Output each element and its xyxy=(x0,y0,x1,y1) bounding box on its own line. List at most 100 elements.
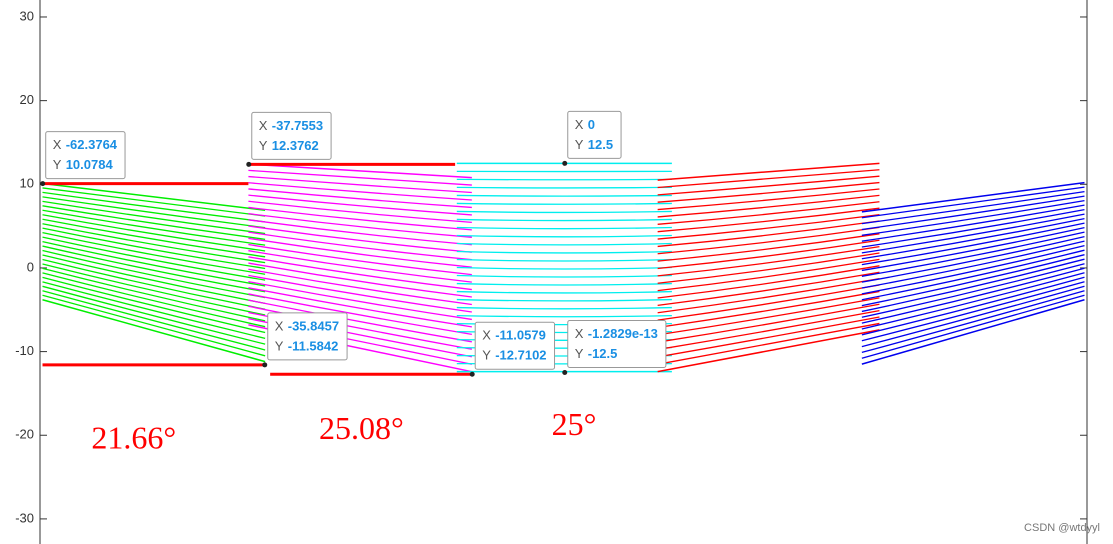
datatip-x-key: X xyxy=(482,328,491,343)
datatip-box xyxy=(251,111,332,160)
band-line xyxy=(657,284,880,321)
band-line xyxy=(657,239,880,270)
datatip-marker xyxy=(40,181,46,187)
band-line xyxy=(657,258,880,292)
band-line xyxy=(42,218,266,258)
band-line xyxy=(248,188,472,209)
band-top-edge xyxy=(861,181,1085,213)
band-line xyxy=(657,265,880,299)
band-line xyxy=(861,218,1085,260)
band-line xyxy=(42,249,266,299)
band-top-edge xyxy=(248,163,472,179)
band-line xyxy=(42,187,266,217)
band-line xyxy=(248,256,472,291)
band-line xyxy=(248,305,472,350)
datatip-y-value: 10.0784 xyxy=(66,157,114,172)
band-line xyxy=(42,254,266,305)
band-line xyxy=(248,237,472,268)
band-line xyxy=(248,225,472,253)
band-line xyxy=(456,314,672,318)
y-tick-label: 10 xyxy=(20,176,34,191)
datatip-x-key: X xyxy=(259,118,268,133)
band-line xyxy=(248,262,472,298)
band-line xyxy=(456,202,672,205)
band-line xyxy=(861,285,1085,348)
band-line xyxy=(248,206,472,231)
datatip: X -1.2829e-13 Y -12.5 xyxy=(567,320,667,369)
datatip-y-value: 12.3762 xyxy=(272,138,319,153)
band-line xyxy=(657,207,880,233)
band-line xyxy=(42,191,266,223)
datatip-marker xyxy=(262,362,268,368)
datatip-box xyxy=(567,320,667,369)
band-line xyxy=(42,281,266,339)
datatip-y-value: 12.5 xyxy=(588,137,613,152)
band-line xyxy=(456,298,672,302)
band-line xyxy=(861,231,1085,277)
band-line xyxy=(248,194,472,216)
band-line xyxy=(456,226,672,230)
band-line xyxy=(861,245,1085,295)
datatip: X 0Y 12.5 xyxy=(567,110,622,159)
band-line xyxy=(861,254,1085,307)
band-line xyxy=(657,233,880,262)
band-line xyxy=(657,194,880,218)
datatip-marker xyxy=(469,371,475,377)
band-line xyxy=(861,272,1085,330)
band-line xyxy=(861,199,1085,236)
band-line xyxy=(657,297,880,336)
band-line xyxy=(248,182,472,201)
angle-annotation: 21.66° xyxy=(91,419,176,455)
band-bottom-edge xyxy=(42,299,266,363)
band-line xyxy=(861,186,1085,219)
datatip-y-value: -12.5 xyxy=(588,346,618,361)
datatip-x-value: 0 xyxy=(588,117,595,132)
band-line xyxy=(42,214,266,252)
band-top-edge xyxy=(42,182,266,211)
band-line xyxy=(456,290,672,294)
angle-annotation: 25.08° xyxy=(319,410,404,446)
y-tick-label: 20 xyxy=(20,92,34,107)
band-line xyxy=(657,175,880,196)
datatip-y-key: Y xyxy=(575,137,584,152)
band-line xyxy=(456,306,672,310)
datatip-y-value: -11.5842 xyxy=(288,338,339,353)
band-line xyxy=(248,169,472,186)
y-tick-label: 30 xyxy=(20,8,34,23)
band-line xyxy=(657,252,880,284)
band-line xyxy=(861,195,1085,231)
band-bottom-edge xyxy=(657,329,880,373)
band-line xyxy=(657,290,880,329)
angle-annotation: 25° xyxy=(552,406,597,442)
band-line xyxy=(861,204,1085,242)
band-line xyxy=(42,245,266,293)
band-line xyxy=(657,213,880,240)
datatip-y-key: Y xyxy=(275,338,284,353)
datatip-x-value: -1.2829e-13 xyxy=(588,326,658,341)
band-line xyxy=(657,303,880,343)
band-line xyxy=(657,220,880,248)
band-line xyxy=(248,250,472,283)
band-line xyxy=(42,276,266,334)
band-line xyxy=(248,212,472,238)
band-top-edge xyxy=(657,162,880,181)
band-line xyxy=(42,232,266,275)
band-line xyxy=(657,169,880,189)
band-line xyxy=(861,263,1085,318)
band-line xyxy=(248,231,472,261)
band-line xyxy=(42,290,266,351)
band-line xyxy=(42,258,266,310)
band-line xyxy=(248,293,472,335)
band-line xyxy=(248,200,472,224)
band-bottom-edge xyxy=(861,299,1085,365)
band-line xyxy=(456,186,672,189)
band-line xyxy=(657,322,880,365)
band-line xyxy=(861,267,1085,324)
datatip: X -35.8457 Y -11.5842 xyxy=(267,312,348,361)
band-line xyxy=(861,281,1085,342)
band-line xyxy=(861,290,1085,354)
band-line xyxy=(657,181,880,203)
y-tick-label: -20 xyxy=(15,427,34,442)
